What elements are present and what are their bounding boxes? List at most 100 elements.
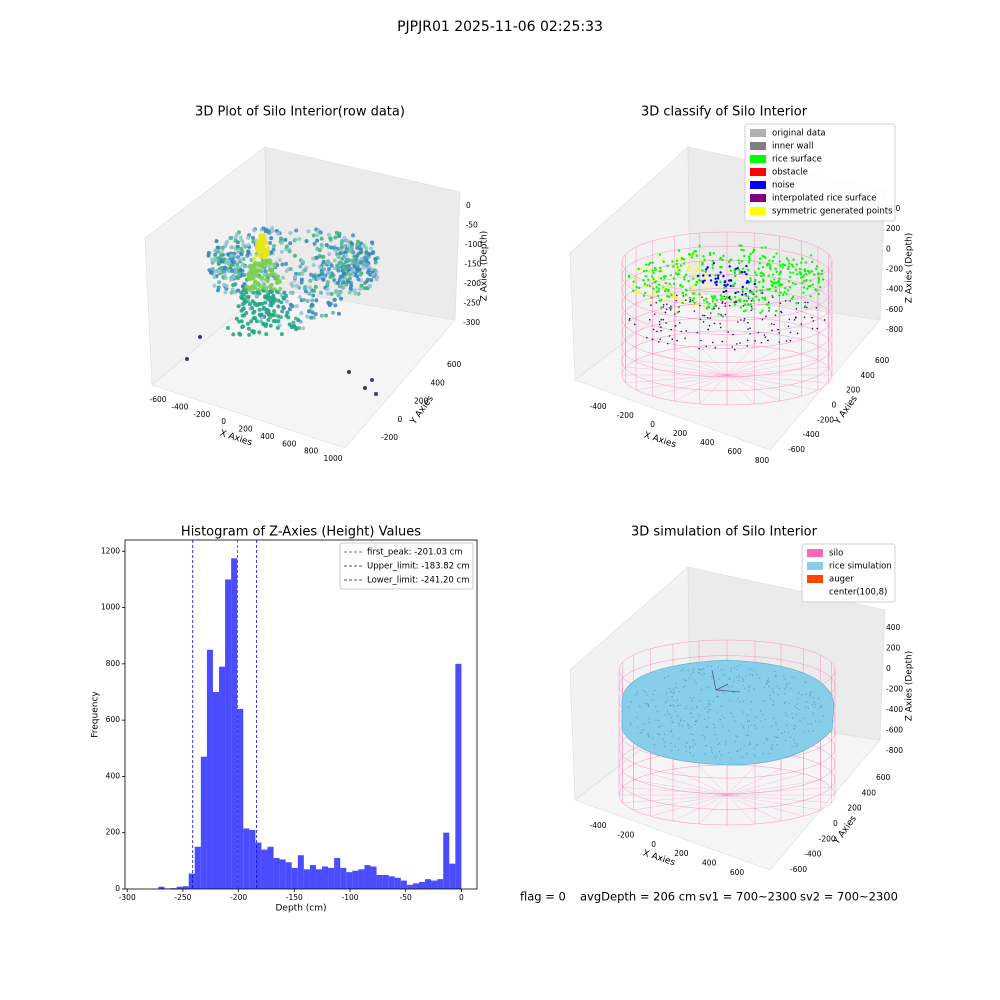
legend-label: rice surface	[772, 155, 822, 165]
point	[198, 335, 202, 339]
x-tick-label: 0	[651, 840, 656, 849]
point	[216, 269, 221, 274]
point	[336, 311, 341, 316]
point	[364, 259, 369, 264]
point	[745, 287, 749, 290]
point	[714, 277, 717, 281]
point	[724, 305, 727, 307]
point	[279, 249, 284, 254]
y-tick-label: -600	[788, 445, 805, 454]
point	[323, 313, 328, 318]
point	[707, 711, 709, 713]
point	[240, 313, 245, 318]
point	[716, 755, 718, 757]
point	[708, 703, 710, 705]
point	[679, 258, 682, 262]
point	[692, 733, 694, 736]
point	[666, 303, 668, 306]
point	[742, 305, 745, 307]
point	[305, 299, 310, 304]
point	[746, 303, 750, 306]
z-tick-label: -200	[464, 279, 481, 288]
point	[729, 258, 733, 261]
point	[688, 677, 690, 679]
point	[648, 736, 650, 738]
point	[785, 292, 788, 296]
point	[344, 271, 349, 276]
point	[806, 700, 808, 703]
point	[258, 240, 263, 245]
point	[766, 339, 769, 342]
point	[802, 279, 806, 282]
point	[269, 236, 274, 241]
point	[274, 289, 279, 294]
point	[715, 280, 718, 283]
point	[794, 268, 798, 271]
y-tick-label: -200	[381, 433, 398, 442]
point	[229, 235, 234, 240]
point	[720, 754, 722, 756]
point	[734, 720, 736, 722]
point	[730, 757, 733, 759]
point	[222, 272, 227, 277]
point	[338, 261, 343, 266]
point	[768, 752, 771, 755]
point	[297, 271, 302, 276]
point	[707, 305, 710, 308]
point	[772, 296, 774, 299]
point	[243, 299, 248, 304]
panel: 3D Plot of Silo Interior(row data) -600 -4…	[144, 105, 490, 463]
point	[742, 678, 745, 681]
point	[671, 291, 675, 295]
point	[711, 676, 713, 678]
z-axis-label: Z Axies (Depth)	[905, 233, 915, 304]
point	[742, 711, 745, 713]
point	[814, 267, 818, 271]
point	[683, 720, 685, 722]
point	[711, 307, 714, 311]
point	[670, 293, 673, 297]
point	[743, 744, 746, 747]
point	[651, 261, 654, 264]
bar	[370, 866, 377, 889]
point	[791, 717, 794, 719]
point	[369, 246, 374, 251]
point	[678, 310, 681, 313]
point	[713, 307, 715, 310]
point	[250, 306, 255, 311]
point	[698, 258, 702, 261]
point	[675, 262, 678, 266]
point	[236, 288, 241, 293]
point	[771, 285, 774, 288]
wireframe	[625, 367, 728, 376]
point	[737, 679, 740, 682]
point	[698, 280, 701, 284]
point	[764, 718, 767, 721]
wireframe	[726, 794, 804, 817]
point	[760, 289, 764, 292]
point	[303, 268, 308, 273]
point	[255, 290, 260, 295]
point	[787, 732, 790, 734]
point	[701, 296, 703, 299]
point	[370, 378, 374, 382]
point	[733, 282, 736, 285]
y-tick-label: 400	[862, 788, 877, 797]
point	[698, 714, 700, 716]
bar	[315, 869, 323, 889]
point	[659, 277, 663, 280]
point	[721, 669, 723, 671]
point	[769, 267, 772, 271]
bar	[418, 881, 426, 889]
point	[285, 299, 290, 304]
bar	[158, 886, 165, 889]
point	[660, 298, 663, 302]
point	[804, 681, 807, 684]
point	[663, 677, 666, 679]
point	[795, 707, 798, 709]
point	[820, 269, 824, 272]
point	[664, 281, 668, 285]
point	[657, 283, 661, 286]
point	[750, 309, 753, 312]
point	[679, 273, 682, 277]
